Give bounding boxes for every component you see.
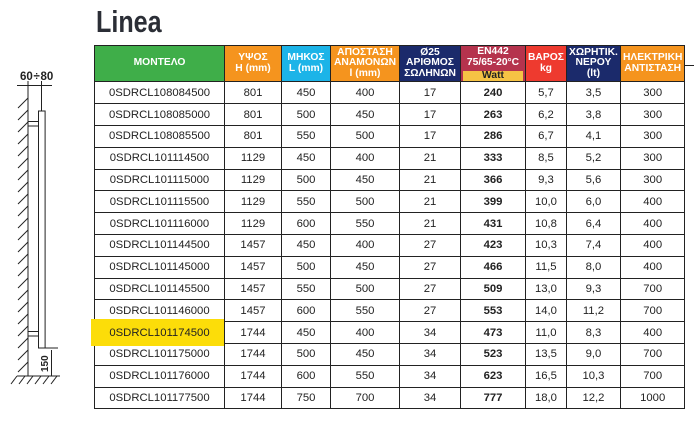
svg-text:60: 60 <box>20 71 33 83</box>
svg-text:÷: ÷ <box>34 71 41 83</box>
svg-text:150: 150 <box>40 355 51 372</box>
svg-text:80: 80 <box>41 71 54 83</box>
